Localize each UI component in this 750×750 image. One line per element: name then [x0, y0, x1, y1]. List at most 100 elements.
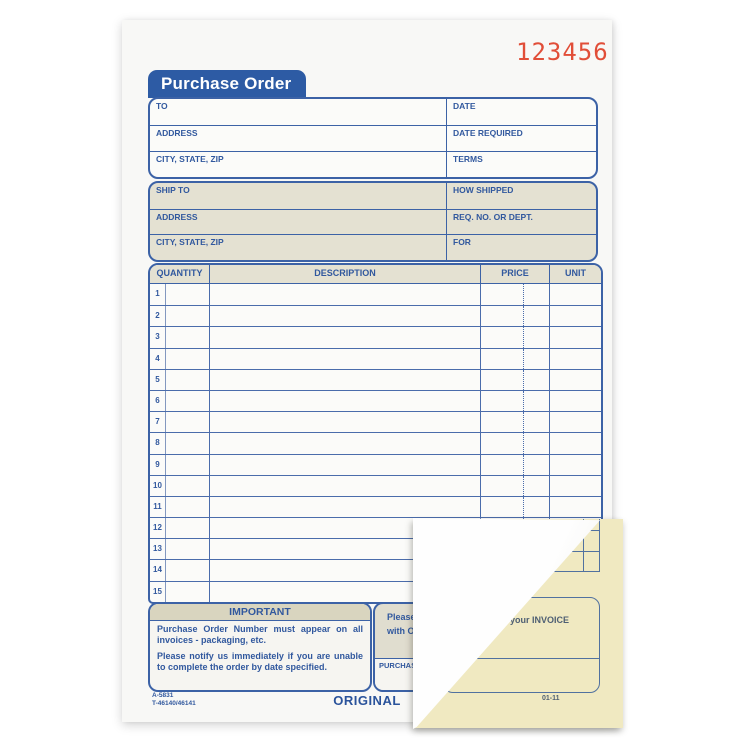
quantity-cell — [166, 560, 210, 581]
form-code-2: T-46140/46141 — [152, 700, 196, 707]
table-row: 7 — [150, 411, 601, 433]
price-cell — [481, 390, 550, 412]
price-cell — [481, 475, 550, 497]
unit-cell — [550, 497, 601, 517]
table-row: 9 — [150, 453, 601, 475]
row-number: 4 — [150, 348, 166, 369]
form-title: Purchase Order — [161, 74, 292, 93]
req-no-field-label: REQ. NO. OR DEPT. — [453, 211, 533, 222]
for-field-label: FOR — [453, 237, 471, 248]
duplicate-box-divider — [444, 658, 599, 659]
row-number: 14 — [150, 560, 166, 581]
invoice-note-text: Please s with OR — [375, 604, 596, 658]
important-notice-section: IMPORTANT Purchase Order Number must app… — [148, 602, 372, 692]
duplicate-date-code: 01-11 — [542, 695, 560, 702]
row-number: 2 — [150, 306, 166, 327]
table-header-row: QUANTITY DESCRIPTION PRICE UNIT — [150, 265, 601, 284]
row-number: 7 — [150, 412, 166, 433]
quantity-cell — [166, 412, 210, 433]
price-column-header: PRICE — [481, 265, 550, 283]
important-paragraph-2: Please notify us immediately if you are … — [157, 650, 363, 672]
description-cell — [210, 412, 481, 433]
unit-cell — [550, 370, 601, 390]
unit-cell — [550, 412, 601, 432]
form-row: SHIP TO HOW SHIPPED — [150, 183, 596, 209]
quantity-cell — [166, 306, 210, 327]
address-field-label: ADDRESS — [150, 126, 447, 151]
table-row: 8 — [150, 432, 601, 454]
unit-cell — [550, 433, 601, 453]
quantity-cell — [166, 581, 210, 602]
bill-to-section: TO DATE ADDRESS DATE REQUIRED CITY, STAT… — [148, 97, 598, 179]
ship-address-field-label: ADDRESS — [150, 209, 447, 235]
form-row: CITY, STATE, ZIP FOR — [150, 234, 596, 260]
ship-city-state-zip-field-label: CITY, STATE, ZIP — [150, 235, 447, 260]
city-state-zip-field-label: CITY, STATE, ZIP — [150, 152, 447, 177]
row-number: 15 — [150, 581, 166, 602]
unit-cell — [550, 476, 601, 496]
quantity-cell — [166, 284, 210, 306]
table-row: 5 — [150, 368, 601, 391]
price-cell — [481, 327, 550, 348]
row-number: 6 — [150, 390, 166, 412]
description-cell — [210, 306, 481, 327]
important-body: Purchase Order Number must appear on all… — [150, 621, 370, 673]
row-number: 13 — [150, 539, 166, 560]
row-number: 3 — [150, 327, 166, 348]
row-number: 1 — [150, 284, 166, 306]
table-row: 10 — [150, 474, 601, 497]
row-number: 8 — [150, 433, 166, 454]
price-cell — [481, 306, 550, 327]
row-number: 12 — [150, 518, 166, 539]
quantity-cell — [166, 454, 210, 475]
how-shipped-field-label: HOW SHIPPED — [453, 185, 514, 195]
unit-cell — [550, 306, 601, 326]
description-cell — [210, 348, 481, 369]
description-cell — [210, 369, 481, 390]
price-cell — [481, 284, 550, 306]
price-cell — [481, 496, 550, 518]
to-field-label: TO — [150, 99, 447, 125]
description-column-header: DESCRIPTION — [210, 265, 481, 283]
description-cell — [210, 496, 481, 518]
quantity-cell — [166, 390, 210, 412]
description-cell — [210, 454, 481, 475]
ship-to-section: SHIP TO HOW SHIPPED ADDRESS REQ. NO. OR … — [148, 181, 598, 262]
ship-to-field-label: SHIP TO — [150, 183, 447, 209]
price-cell — [481, 348, 550, 369]
table-body: 1 2 3 4 5 6 7 8 9 10 11 12 13 14 15 — [150, 284, 601, 602]
form-row: CITY, STATE, ZIP TERMS — [150, 151, 596, 177]
important-paragraph-1: Purchase Order Number must appear on all… — [157, 624, 363, 646]
important-header: IMPORTANT — [150, 604, 370, 621]
unit-cell — [550, 391, 601, 411]
order-number-stamp: 123456 — [516, 38, 609, 66]
quantity-cell — [166, 518, 210, 539]
duplicate-table-edge — [599, 519, 600, 572]
row-number: 9 — [150, 454, 166, 475]
description-cell — [210, 327, 481, 348]
date-field-label: DATE — [453, 101, 476, 111]
description-cell — [210, 433, 481, 454]
quantity-cell — [166, 539, 210, 560]
row-number: 5 — [150, 369, 166, 390]
quantity-column-header: QUANTITY — [150, 265, 210, 283]
unit-cell — [550, 284, 601, 305]
table-row: 3 — [150, 326, 601, 348]
quantity-cell — [166, 369, 210, 390]
invoice-note-line2: with OR — [387, 625, 421, 636]
table-row: 2 — [150, 305, 601, 327]
form-row: TO DATE — [150, 99, 596, 125]
quantity-cell — [166, 327, 210, 348]
quantity-cell — [166, 496, 210, 518]
quantity-cell — [166, 475, 210, 496]
form-title-tab: Purchase Order — [148, 70, 306, 98]
form-row: ADDRESS REQ. NO. OR DEPT. — [150, 208, 596, 235]
table-row: 6 — [150, 389, 601, 412]
form-code-1: A-5831 — [152, 692, 174, 699]
purchasing-label: PURCHASING — [379, 661, 430, 670]
duplicate-invoice-text: your INVOICE — [510, 615, 570, 625]
price-cell — [481, 369, 550, 391]
description-cell — [210, 284, 481, 306]
row-number: 10 — [150, 475, 166, 496]
quantity-cell — [166, 433, 210, 454]
